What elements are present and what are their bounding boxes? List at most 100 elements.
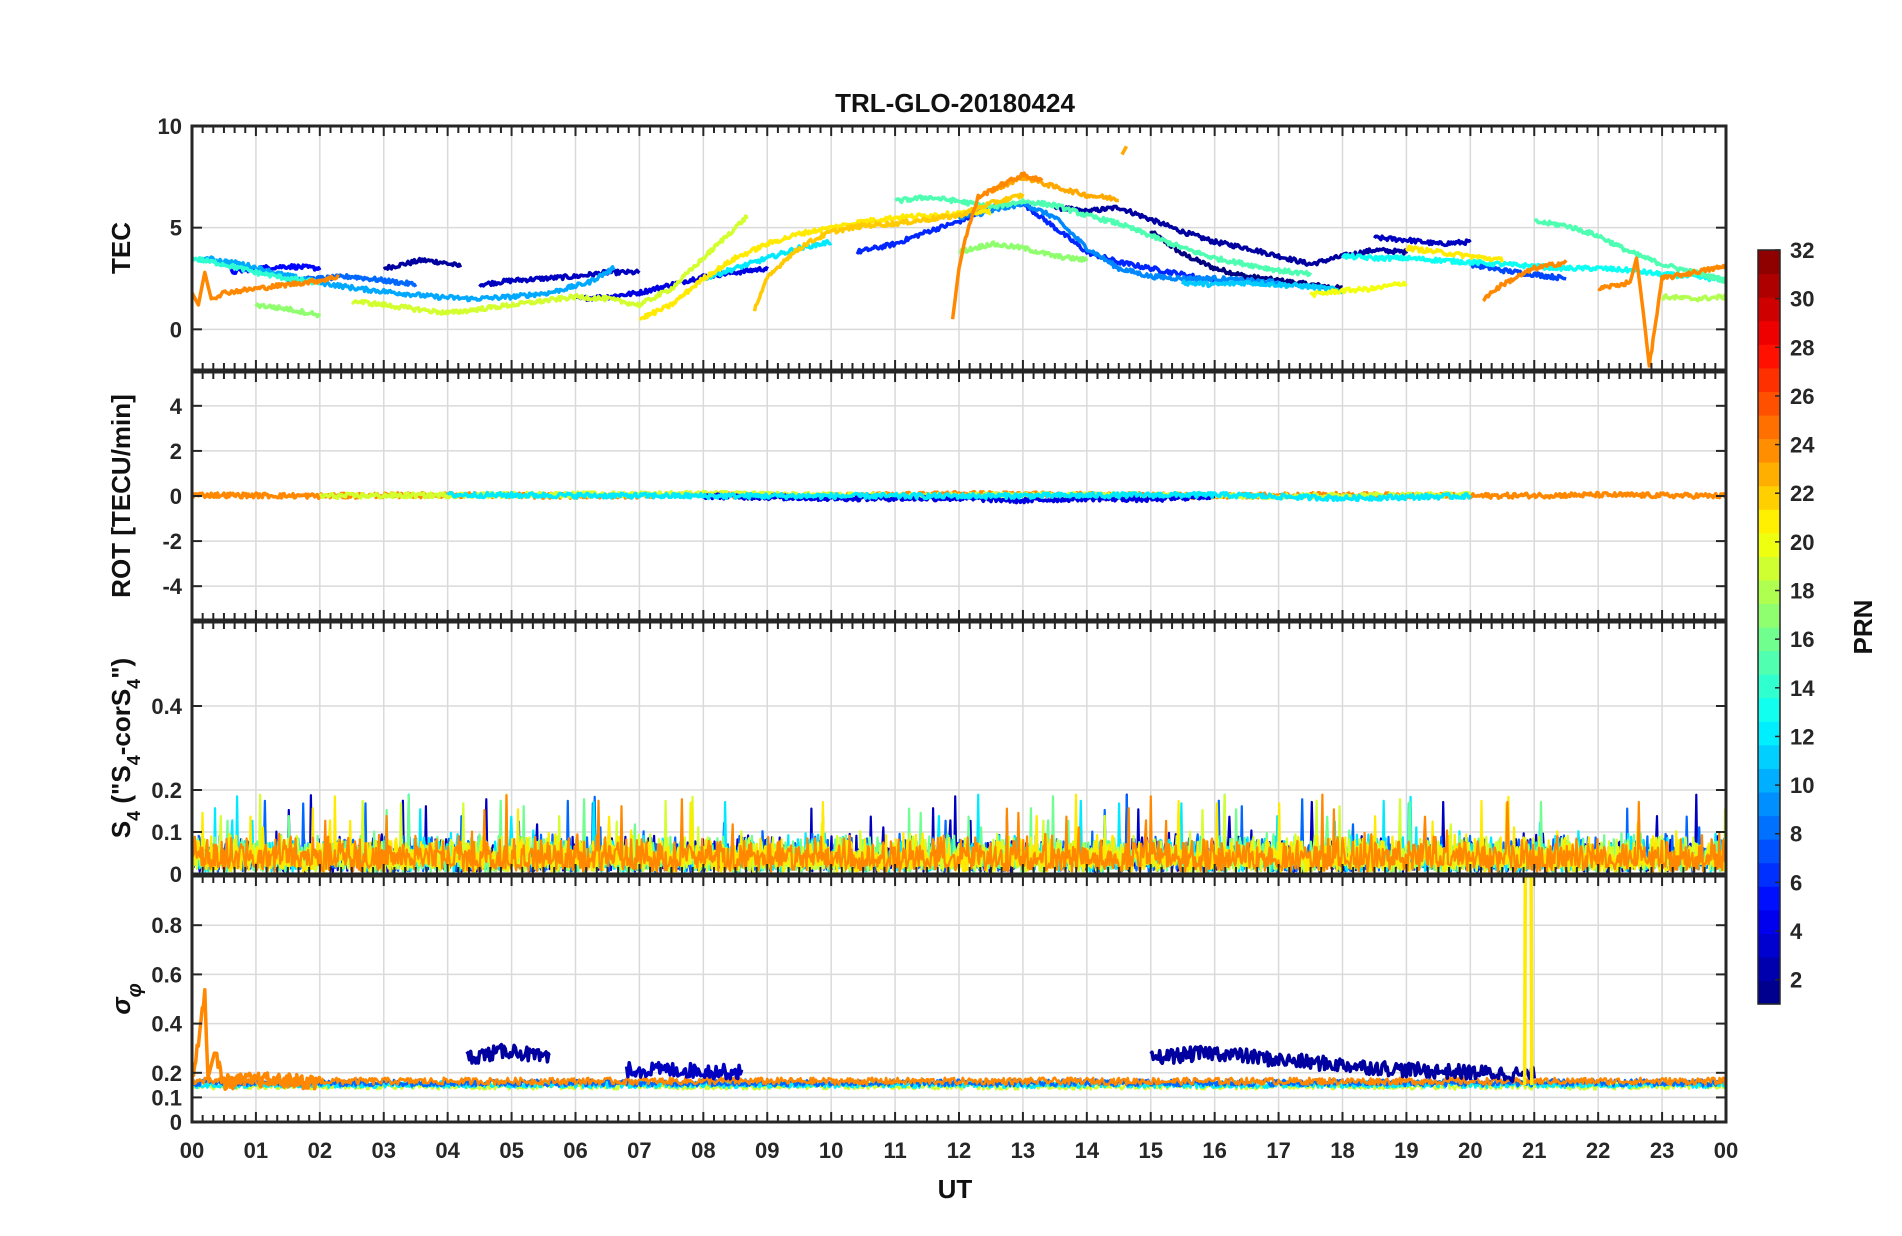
x-tick-labels: 00 01 02 03 04 05 06 07 08 09 10 11 12 13 14 15 16 17 18 19… bbox=[180, 1138, 1738, 1163]
prn-19-line bbox=[351, 214, 749, 316]
prn-18-line bbox=[1660, 292, 1726, 303]
panel-rot: -4 -2 0 2 4 ROT [TECU/min] bbox=[106, 370, 1728, 622]
prn-24-s4-line bbox=[192, 793, 1726, 873]
prn-3-line bbox=[478, 268, 641, 288]
y-axis-label-tec: TEC bbox=[106, 222, 136, 274]
colorbar-tick-label: 12 bbox=[1790, 724, 1814, 749]
x-axis-label: UT bbox=[938, 1174, 973, 1204]
x-tick-label: 00 bbox=[1714, 1138, 1738, 1163]
sigma-series-group bbox=[192, 876, 1726, 1091]
prn-24-line bbox=[1597, 256, 1726, 368]
colorbar-segment bbox=[1758, 391, 1780, 416]
prn-11-line bbox=[1181, 279, 1345, 295]
y-tick-label: 0 bbox=[170, 317, 182, 342]
y-tick-label: 10 bbox=[158, 114, 182, 139]
prn-2-line bbox=[465, 1042, 551, 1065]
colorbar-segment bbox=[1758, 839, 1780, 864]
colorbar-tick-label: 16 bbox=[1790, 627, 1814, 652]
y-axis-label-s4: S4 ("S4-corS4") bbox=[106, 658, 144, 838]
y-tick-label: -2 bbox=[162, 529, 182, 554]
colorbar-tick-label: 18 bbox=[1790, 579, 1814, 604]
colorbar-tick-label: 4 bbox=[1790, 919, 1803, 944]
x-tick-label: 22 bbox=[1586, 1138, 1610, 1163]
x-tick-label: 18 bbox=[1330, 1138, 1354, 1163]
colorbar-segment bbox=[1758, 980, 1780, 1005]
x-tick-label: 17 bbox=[1266, 1138, 1290, 1163]
prn-17-line bbox=[958, 240, 1089, 263]
colorbar-segment bbox=[1758, 791, 1780, 817]
x-tick-label: 05 bbox=[499, 1138, 523, 1163]
colorbar-segment bbox=[1758, 509, 1780, 534]
colorbar-segment bbox=[1758, 909, 1780, 934]
prn-6-line bbox=[855, 200, 1217, 285]
colorbar-segment bbox=[1758, 579, 1780, 605]
colorbar-segment bbox=[1758, 556, 1780, 581]
colorbar-tick-label: 6 bbox=[1790, 870, 1802, 895]
colorbar-tick-label: 26 bbox=[1790, 384, 1814, 409]
y-tick-label: 4 bbox=[170, 394, 183, 419]
colorbar-segment bbox=[1758, 886, 1780, 911]
colorbar-segment bbox=[1758, 273, 1780, 298]
colorbar-segment bbox=[1758, 414, 1780, 440]
colorbar-segment bbox=[1758, 485, 1780, 510]
colorbar-tick-label: 32 bbox=[1790, 238, 1814, 263]
x-tick-label: 10 bbox=[819, 1138, 843, 1163]
x-tick-label: 09 bbox=[755, 1138, 779, 1163]
x-tick-label: 03 bbox=[372, 1138, 396, 1163]
y-tick-label: 0.1 bbox=[151, 820, 182, 845]
x-tick-label: 19 bbox=[1394, 1138, 1418, 1163]
colorbar-segment bbox=[1758, 250, 1780, 275]
y-tick-label: 0.2 bbox=[151, 1061, 182, 1086]
x-tick-label: 16 bbox=[1202, 1138, 1226, 1163]
colorbar-tick-label: 20 bbox=[1790, 530, 1814, 555]
colorbar-segment bbox=[1758, 603, 1780, 628]
y-tick-label: 0.2 bbox=[151, 778, 182, 803]
colorbar-tick-label: 14 bbox=[1790, 676, 1815, 701]
colorbar-tick-label: 10 bbox=[1790, 773, 1814, 798]
y-tick-label: 2 bbox=[170, 439, 182, 464]
prn-3-line bbox=[624, 1060, 744, 1081]
colorbar-tick-label: 22 bbox=[1790, 481, 1814, 506]
y-tick-label: 0 bbox=[170, 1110, 182, 1135]
colorbar-tick-label: 28 bbox=[1790, 335, 1814, 360]
colorbar-segment bbox=[1758, 768, 1780, 793]
y-tick-label: 5 bbox=[170, 216, 182, 241]
y-tick-label: 0.8 bbox=[151, 913, 182, 938]
x-tick-label: 13 bbox=[1011, 1138, 1035, 1163]
y-tick-label: 0 bbox=[170, 862, 182, 887]
prn-2-line bbox=[382, 256, 463, 271]
colorbar-segment bbox=[1758, 815, 1780, 840]
prn-20-line bbox=[1309, 280, 1408, 299]
colorbar-tick-label: 8 bbox=[1790, 822, 1802, 847]
y-tick-label: 0.1 bbox=[151, 1085, 182, 1110]
colorbar-segment bbox=[1758, 862, 1780, 887]
prn-2-line bbox=[1149, 1044, 1537, 1083]
colorbar-segment bbox=[1758, 956, 1780, 982]
colorbar-segment bbox=[1758, 697, 1780, 722]
y-tick-label: 0 bbox=[170, 484, 182, 509]
x-tick-label: 21 bbox=[1522, 1138, 1546, 1163]
prn-17-line bbox=[254, 302, 322, 319]
panel-sigma: 00.10.2 0.4 0.6 0.8 σφ bbox=[106, 874, 1728, 1135]
chart-title: TRL-GLO-20180424 bbox=[835, 88, 1075, 118]
x-tick-label: 11 bbox=[883, 1138, 906, 1163]
prn-21-line bbox=[638, 208, 992, 321]
x-tick-label: 20 bbox=[1458, 1138, 1482, 1163]
prn-24-sigma-baseline bbox=[192, 1076, 1726, 1086]
x-tick-label: 01 bbox=[244, 1138, 268, 1163]
colorbar-segment bbox=[1758, 438, 1780, 463]
colorbar-segment bbox=[1758, 627, 1780, 652]
y-tick-label: 0.4 bbox=[151, 694, 182, 719]
colorbar-segment bbox=[1758, 462, 1780, 487]
prn-23-line bbox=[1120, 145, 1129, 156]
y-tick-label: 0.4 bbox=[151, 1012, 182, 1037]
colorbar-frame bbox=[1757, 249, 1781, 1005]
x-tick-label: 04 bbox=[435, 1138, 460, 1163]
x-tick-label: 00 bbox=[180, 1138, 204, 1163]
prn-3-line bbox=[1372, 234, 1472, 248]
colorbar-segment bbox=[1758, 344, 1780, 369]
tec-series-group bbox=[192, 145, 1726, 368]
x-tick-label: 23 bbox=[1650, 1138, 1674, 1163]
